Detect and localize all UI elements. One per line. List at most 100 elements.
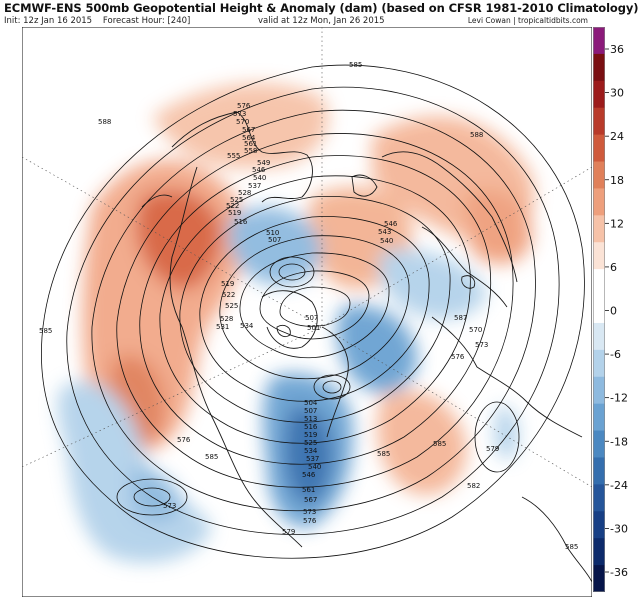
contour-label: 507 bbox=[305, 314, 318, 322]
colorbar-tick-label: 18 bbox=[610, 174, 624, 187]
contour-label: 561 bbox=[302, 486, 315, 494]
contour-label: 507 bbox=[304, 407, 317, 415]
credit-text: Levi Cowan | tropicaltidbits.com bbox=[467, 16, 588, 25]
contour-label: 585 bbox=[377, 450, 390, 458]
contour-label: 587 bbox=[454, 314, 467, 322]
chart-title: ECMWF-ENS 500mb Geopotential Height & An… bbox=[4, 1, 639, 15]
contour-label: 585 bbox=[349, 61, 362, 69]
colorbar-swatch bbox=[593, 565, 605, 592]
contour-label: 510 bbox=[266, 229, 279, 237]
colorbar-swatch bbox=[593, 511, 605, 539]
colorbar-swatch bbox=[593, 242, 605, 270]
contour-label: 573 bbox=[233, 110, 246, 118]
contour-label: 585 bbox=[433, 440, 446, 448]
contour-label: 534 bbox=[240, 322, 254, 330]
colorbar-swatch bbox=[593, 484, 605, 512]
contour-label: 540 bbox=[380, 237, 393, 245]
colorbar-swatch bbox=[593, 107, 605, 136]
contour-label: 546 bbox=[302, 471, 316, 479]
contour-label: 576 bbox=[303, 517, 317, 525]
height-contours bbox=[41, 64, 585, 559]
contour-label: 534 bbox=[304, 447, 318, 455]
colorbar-swatch bbox=[593, 430, 605, 458]
contour-label: 543 bbox=[378, 228, 391, 236]
contour-label: 570 bbox=[469, 326, 482, 334]
contour-label: 525 bbox=[225, 302, 238, 310]
contour-label: 516 bbox=[304, 423, 318, 431]
colorbar-swatch bbox=[593, 403, 605, 432]
colorbar-tick-label: 36 bbox=[610, 43, 624, 56]
contour-label: 558 bbox=[244, 147, 257, 155]
contour-label: 582 bbox=[467, 482, 480, 490]
contour-label: 528 bbox=[238, 189, 251, 197]
contour-label: 588 bbox=[98, 118, 111, 126]
anomaly-shading bbox=[57, 83, 534, 563]
contour-label: 516 bbox=[234, 218, 248, 226]
contour-label: 540 bbox=[253, 174, 266, 182]
colorbar-tick-label: 0 bbox=[610, 305, 617, 318]
colorbar-tick-label: 24 bbox=[610, 130, 624, 143]
contour-label: 501 bbox=[307, 324, 320, 332]
colorbar-tick-label: -36 bbox=[610, 566, 628, 579]
colorbar-tick-label: -24 bbox=[610, 479, 628, 492]
contour-label: 522 bbox=[222, 291, 235, 299]
colorbar-swatch bbox=[593, 349, 605, 378]
colorbar-swatch bbox=[593, 53, 605, 82]
colorbar-swatch bbox=[593, 134, 605, 163]
colorbar-swatch bbox=[593, 80, 605, 109]
colorbar-swatch bbox=[593, 457, 605, 485]
colorbar-swatch bbox=[593, 27, 605, 55]
contour-label: 588 bbox=[470, 131, 483, 139]
coastlines bbox=[141, 111, 592, 583]
contour-label: 561 bbox=[244, 140, 257, 148]
contour-label: 549 bbox=[257, 159, 270, 167]
contour-label: 525 bbox=[304, 439, 317, 447]
contour-label: 585 bbox=[205, 453, 218, 461]
init-time: Init: 12z Jan 16 2015 Forecast Hour: [24… bbox=[4, 16, 191, 26]
contour-label: 546 bbox=[384, 220, 398, 228]
contour-label: 576 bbox=[237, 102, 251, 110]
contour-label: 585 bbox=[565, 543, 578, 551]
colorbar-tick-label: -18 bbox=[610, 435, 628, 448]
contour-label: 567 bbox=[304, 496, 317, 504]
colorbar-swatch bbox=[593, 538, 605, 566]
contour-label: 567 bbox=[242, 126, 255, 134]
contour-label: 585 bbox=[39, 327, 52, 335]
colorbar-swatch bbox=[593, 215, 605, 243]
contour-label: 507 bbox=[268, 236, 281, 244]
contour-label: 573 bbox=[303, 508, 316, 516]
graticule bbox=[22, 27, 592, 488]
contour-label: 555 bbox=[227, 152, 240, 160]
contour-label: 513 bbox=[304, 415, 317, 423]
contour-label: 576 bbox=[451, 353, 465, 361]
colorbar-swatch bbox=[593, 269, 605, 297]
colorbar-tick-label: 12 bbox=[610, 217, 624, 230]
contour-label: 531 bbox=[216, 323, 229, 331]
contour-label: 525 bbox=[230, 196, 243, 204]
colorbar-swatch bbox=[593, 161, 605, 189]
contour-label: 519 bbox=[221, 280, 234, 288]
contour-label: 546 bbox=[252, 166, 266, 174]
contour-label: 564 bbox=[242, 134, 256, 142]
contour-label: 519 bbox=[228, 209, 241, 217]
contour-label: 504 bbox=[304, 399, 318, 407]
contour-label: 573 bbox=[163, 502, 176, 510]
contour-label: 576 bbox=[177, 436, 191, 444]
contour-label: 537 bbox=[248, 182, 261, 190]
forecast-hour: Forecast Hour: [240] bbox=[102, 16, 191, 26]
colorbar-swatch bbox=[593, 322, 605, 351]
contour-label: 528 bbox=[220, 315, 233, 323]
colorbar-swatch bbox=[593, 188, 605, 216]
contour-label: 522 bbox=[226, 202, 239, 210]
colorbar-swatch bbox=[593, 376, 605, 405]
valid-time: valid at 12z Mon, Jan 26 2015 bbox=[258, 16, 385, 26]
colorbar-tick-label: -30 bbox=[610, 522, 628, 535]
contour-label: 579 bbox=[282, 528, 295, 536]
contour-label: 570 bbox=[236, 118, 249, 126]
contour-label: 573 bbox=[475, 341, 488, 349]
colorbar-swatch bbox=[593, 296, 605, 324]
contour-label: 579 bbox=[486, 445, 499, 453]
colorbar-tick-label: 6 bbox=[610, 261, 617, 274]
anomaly-colorbar: 36 30 24 18 12 6 0 -6 -12 -18 -24 -30 -36 bbox=[593, 27, 628, 592]
colorbar-tick-label: -6 bbox=[610, 348, 621, 361]
